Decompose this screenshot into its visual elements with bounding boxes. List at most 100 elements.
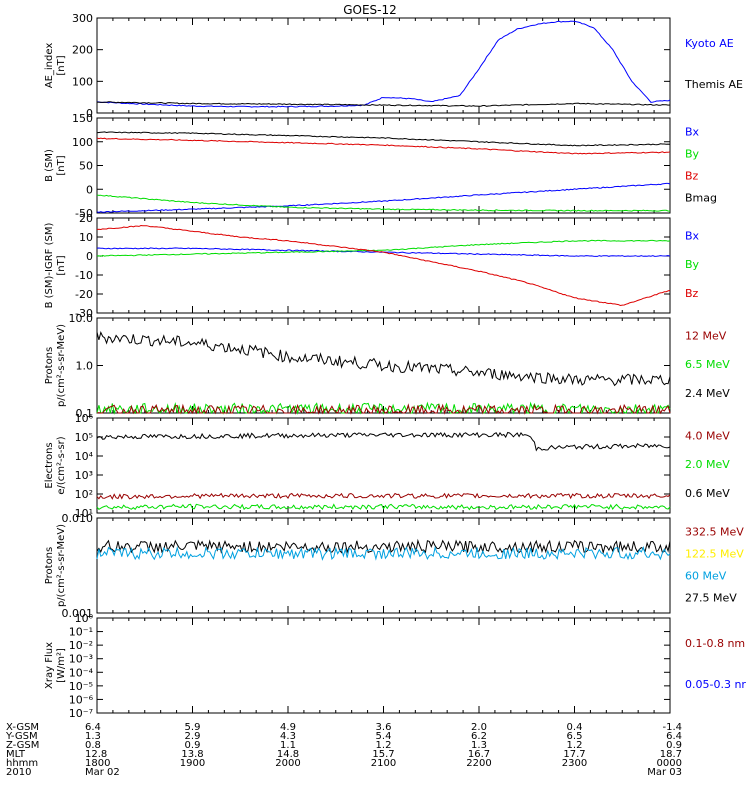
ephem-value: 4.3 bbox=[280, 731, 296, 742]
y-tick-label: 10⁵ bbox=[75, 431, 93, 444]
ephem-value: 6.4 bbox=[85, 722, 101, 733]
y-tick-label: 1.0 bbox=[76, 360, 94, 373]
legend-entry: Kyoto AE bbox=[685, 37, 734, 50]
ephem-row-label: X-GSM bbox=[6, 722, 39, 733]
y-tick-label: 10 bbox=[79, 231, 93, 244]
legend-entry: Bx bbox=[685, 229, 700, 242]
y-tick-label: 150 bbox=[72, 112, 93, 125]
legend-entry: Bmag bbox=[685, 192, 717, 205]
panel-frame bbox=[96, 117, 671, 214]
y-tick-label: 100 bbox=[72, 136, 93, 149]
ephem-value: 2100 bbox=[371, 758, 396, 769]
y-tick-label: 10⁻³ bbox=[69, 653, 93, 666]
ephemeris-table: X-GSM 6.4 5.9 4.9 3.6 2.0 0.4 -1.4 Y-GSM 1.3 2.9 4.… bbox=[5, 722, 682, 778]
y-tick-label: 10⁻⁵ bbox=[69, 680, 93, 693]
ephem-row-label: hhmm bbox=[6, 758, 38, 769]
y-axis-title: [nT] bbox=[56, 55, 67, 75]
series-line bbox=[96, 431, 671, 452]
y-tick-label: 10⁻⁴ bbox=[69, 666, 94, 679]
series-line bbox=[96, 137, 671, 155]
legend-entry: 2.0 MeV bbox=[685, 458, 730, 471]
ephem-value: Mar 02 bbox=[85, 767, 120, 778]
y-axis-title: Xray Flux bbox=[44, 642, 55, 689]
y-tick-label: 0 bbox=[86, 250, 93, 263]
y-axis-title: p/(cm²-s-sr-MeV) bbox=[56, 524, 67, 607]
ephem-value: 0.8 bbox=[85, 740, 101, 751]
series-line bbox=[96, 224, 671, 307]
ephem-value: 1800 bbox=[85, 758, 110, 769]
panel-2: -50 0 50 100 150 B (SM) [nT] Bx By Bz Bmag bbox=[44, 112, 717, 220]
legend-entry: Bz bbox=[685, 287, 699, 300]
ephem-value: 6.5 bbox=[567, 731, 583, 742]
y-tick-label: -10 bbox=[75, 269, 93, 282]
series-line bbox=[97, 20, 671, 108]
series-line bbox=[96, 403, 671, 415]
y-axis-title: Protons bbox=[44, 347, 55, 384]
panel-3: -30 -20 -10 0 10 20 B (SM)-IGRF (SM) [nT] Bx By Bz bbox=[44, 212, 700, 320]
y-tick-label: 10.0 bbox=[69, 312, 94, 325]
panel-4: 0.1 1.0 10.0 Protons p/(cm²-s-sr-MeV) 12 MeV 6… bbox=[44, 312, 730, 420]
ephem-value: 2.9 bbox=[185, 731, 201, 742]
ephem-value: 12.8 bbox=[85, 749, 107, 760]
ephem-value: 1.2 bbox=[376, 740, 392, 751]
legend-entry: 2.4 MeV bbox=[685, 387, 730, 400]
y-tick-label: 10⁶ bbox=[75, 412, 94, 425]
ephem-value: -1.4 bbox=[662, 722, 682, 733]
y-tick-label: -50 bbox=[75, 207, 93, 220]
series-line bbox=[96, 401, 671, 415]
ephem-value: 0.9 bbox=[185, 740, 201, 751]
legend-entry: Bz bbox=[685, 169, 699, 182]
panel-5: 10¹ 10² 10³ 10⁴ 10⁵ 10⁶ Electrons e/(cm²-s-sr) 4… bbox=[44, 412, 730, 520]
legend-entry: 0.1-0.8 nm bbox=[685, 637, 745, 650]
series-line bbox=[96, 538, 671, 555]
legend-entry: 60 MeV bbox=[685, 569, 727, 582]
series-line bbox=[96, 182, 671, 213]
legend-entry: 27.5 MeV bbox=[685, 592, 737, 605]
panel-frame bbox=[96, 617, 671, 714]
panel-frame bbox=[96, 17, 671, 114]
panel-1: 0 100 200 300 AE_index [nT] Kyoto AE Themis AE bbox=[44, 12, 743, 120]
ephem-value: 15.7 bbox=[372, 749, 394, 760]
series-line bbox=[96, 239, 671, 257]
y-tick-label: 10⁻² bbox=[69, 639, 93, 652]
ephem-row-label: 2010 bbox=[6, 767, 31, 778]
ephem-value: 18.7 bbox=[660, 749, 682, 760]
ephem-value: 1.3 bbox=[471, 740, 487, 751]
ephem-value: 2300 bbox=[562, 758, 587, 769]
series-line bbox=[96, 545, 671, 561]
series-line bbox=[96, 101, 671, 107]
y-axis-title: [nT] bbox=[56, 155, 67, 175]
y-axis-title: p/(cm²-s-sr-MeV) bbox=[56, 324, 67, 407]
ephem-value: 0.9 bbox=[666, 740, 682, 751]
series-line bbox=[96, 331, 671, 387]
y-tick-label: 10⁻¹ bbox=[69, 626, 93, 639]
y-tick-label: 10⁴ bbox=[75, 450, 94, 463]
y-tick-label: 10⁰ bbox=[75, 612, 94, 625]
y-tick-label: -20 bbox=[75, 288, 93, 301]
panel-frame bbox=[96, 517, 671, 614]
y-tick-label: 300 bbox=[72, 12, 93, 25]
y-tick-label: 200 bbox=[72, 44, 93, 57]
panel-frame bbox=[96, 317, 671, 414]
ephem-value: 14.8 bbox=[277, 749, 299, 760]
legend-entry: 0.6 MeV bbox=[685, 487, 730, 500]
ephem-value: 1.1 bbox=[280, 740, 296, 751]
ephem-value: 5.4 bbox=[376, 731, 392, 742]
y-axis-title: B (SM)-IGRF (SM) bbox=[44, 223, 55, 309]
y-tick-label: 20 bbox=[79, 212, 93, 225]
legend-entry: 6.5 MeV bbox=[685, 358, 730, 371]
y-tick-label: 10⁻⁷ bbox=[69, 707, 93, 720]
legend-entry: Bx bbox=[685, 125, 700, 138]
y-tick-label: -30 bbox=[75, 307, 93, 320]
y-tick-label: 50 bbox=[79, 160, 93, 173]
series-line bbox=[96, 131, 671, 147]
series-line bbox=[96, 194, 671, 212]
ephem-value: 2200 bbox=[466, 758, 491, 769]
ephem-value: 6.4 bbox=[666, 731, 682, 742]
legend-entry: 4.0 MeV bbox=[685, 429, 730, 442]
y-tick-label: 10¹ bbox=[75, 507, 93, 520]
y-axis-title: B (SM) bbox=[44, 149, 55, 182]
legend-entry: 122.5 MeV bbox=[685, 547, 744, 560]
